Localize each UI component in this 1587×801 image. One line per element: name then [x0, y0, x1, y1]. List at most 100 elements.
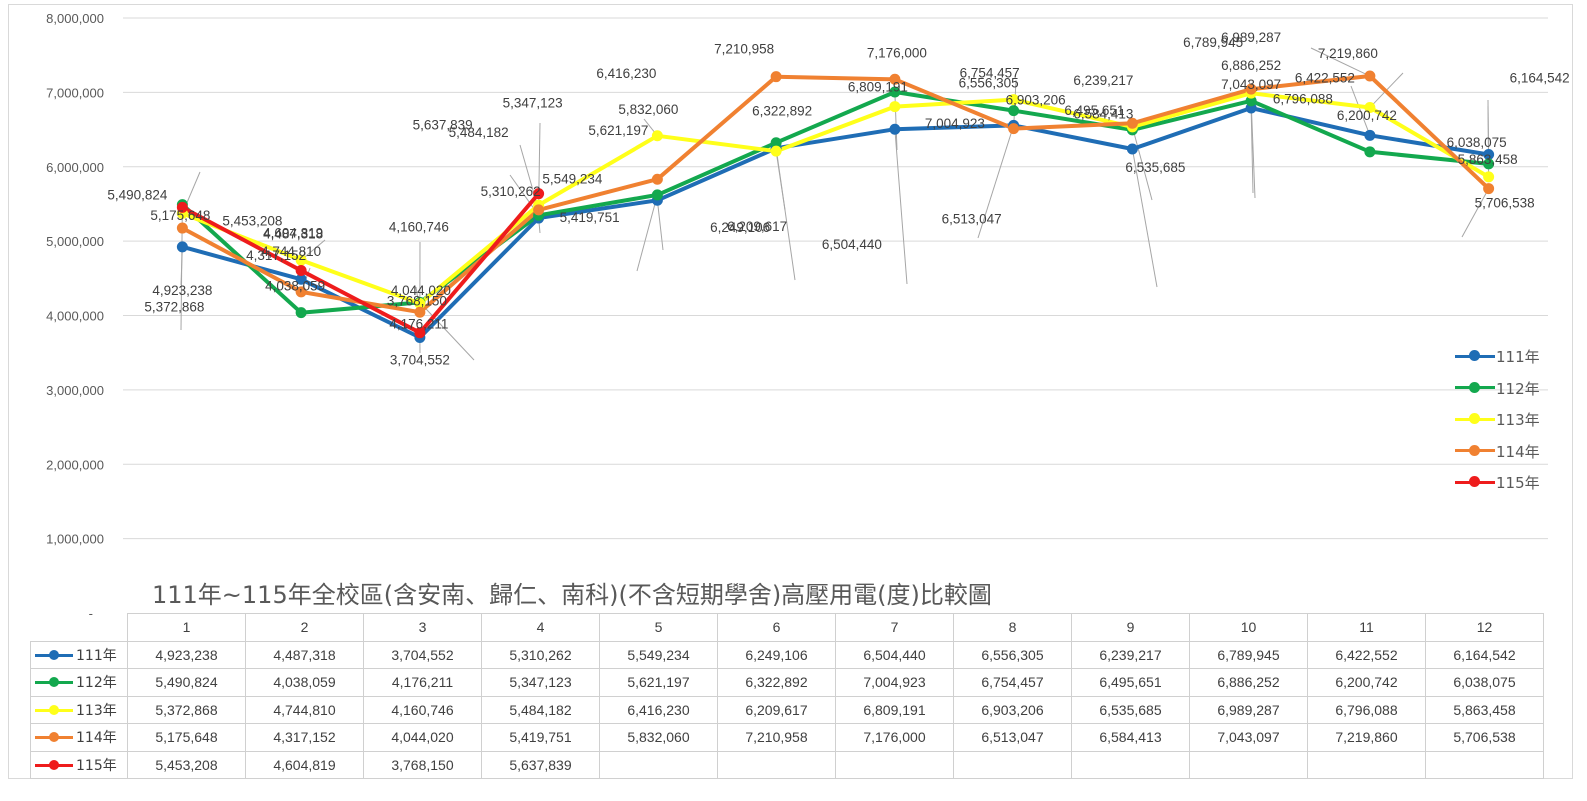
table-cell: 7,219,860 — [1307, 723, 1426, 752]
table-cell: 5,453,208 — [127, 750, 246, 779]
table-header-cell: 6 — [717, 613, 836, 642]
table-cell: 5,372,868 — [127, 695, 246, 724]
data-label: 4,317,152 — [246, 248, 306, 263]
table-series-name: 114年 — [76, 730, 117, 747]
data-label: 7,210,958 — [714, 42, 774, 57]
data-label: 6,513,047 — [942, 212, 1002, 227]
data-label: 5,453,208 — [222, 213, 282, 228]
y-tick-label: 6,000,000 — [46, 160, 104, 175]
y-tick-label: 8,000,000 — [46, 11, 104, 26]
series-key-marker — [35, 704, 73, 715]
data-point — [1364, 129, 1376, 141]
table-cell — [1425, 750, 1544, 779]
series-key-marker — [35, 677, 73, 688]
data-point — [295, 307, 307, 319]
data-label: 4,604,819 — [263, 226, 323, 241]
data-label: 5,490,824 — [107, 188, 168, 203]
data-label: 6,504,440 — [822, 237, 882, 252]
data-label: 6,416,230 — [596, 66, 656, 81]
table-header-row: 1 2 3 4 5 6 7 8 9 10 11 12 — [30, 613, 1544, 642]
leader-line — [656, 200, 664, 251]
table-header-cell: 2 — [245, 613, 364, 642]
data-label: 6,038,075 — [1447, 135, 1507, 150]
data-point — [1008, 105, 1020, 117]
y-tick-label: 2,000,000 — [46, 457, 104, 472]
table-cell: 5,549,234 — [599, 640, 718, 669]
data-label: 5,175,648 — [150, 208, 210, 223]
data-point — [1364, 70, 1376, 82]
table-cell: 7,176,000 — [835, 723, 954, 752]
data-label: 6,322,892 — [752, 104, 812, 119]
table-cell: 5,863,458 — [1425, 695, 1544, 724]
data-point — [1364, 146, 1376, 158]
table-cell: 6,322,892 — [717, 668, 836, 697]
leader-line — [1350, 85, 1371, 136]
data-label: 6,209,617 — [727, 219, 787, 234]
data-point — [770, 71, 782, 83]
legend-marker — [1455, 381, 1495, 394]
table-cell: 6,239,217 — [1071, 640, 1190, 669]
data-label: 6,556,305 — [959, 75, 1019, 90]
leader-line — [894, 129, 908, 285]
data-point — [1245, 83, 1257, 95]
table-header-cell: 5 — [599, 613, 718, 642]
table-header-cell: 9 — [1071, 613, 1190, 642]
table-cell: 5,347,123 — [481, 668, 600, 697]
table-series-name: 115年 — [76, 757, 117, 774]
data-point — [1483, 171, 1495, 183]
leader-line — [419, 302, 475, 361]
data-label: 6,584,413 — [1073, 106, 1133, 121]
table-cell — [835, 750, 954, 779]
data-label: 6,989,287 — [1221, 30, 1281, 45]
data-labels: 4,923,238 4,487,318 3,704,552 5,310,2625,54… — [107, 30, 1569, 367]
data-label: 6,535,685 — [1125, 160, 1185, 175]
table-cell: 6,513,047 — [953, 723, 1072, 752]
data-label: 5,372,868 — [144, 299, 204, 314]
legend-marker — [1455, 476, 1495, 488]
legend-label: 114年 — [1496, 442, 1540, 461]
data-point — [651, 130, 663, 142]
table-series-key: 115年 — [30, 750, 128, 779]
data-point — [889, 73, 901, 85]
table-row: 115年 5,453,208 4,604,819 3,768,150 5,637,839 — [30, 750, 1544, 779]
table-header-cell: 8 — [953, 613, 1072, 642]
legend-item: 111年 — [1455, 344, 1555, 376]
table-cell — [1189, 750, 1308, 779]
data-label: 4,176,211 — [389, 316, 448, 331]
data-label: 6,495,651 — [1064, 103, 1124, 118]
data-label: 5,706,538 — [1475, 196, 1535, 211]
data-label: 5,347,123 — [503, 95, 563, 110]
table-cell: 6,556,305 — [953, 640, 1072, 669]
data-label: 7,043,097 — [1221, 77, 1281, 92]
table-cell: 7,043,097 — [1189, 723, 1308, 752]
series-line-4 — [181, 74, 1490, 315]
table-cell: 4,604,819 — [245, 750, 364, 779]
table-header-cell: 10 — [1189, 613, 1308, 642]
data-point — [1364, 102, 1376, 114]
table-cell: 6,989,287 — [1189, 695, 1308, 724]
data-label: 6,422,552 — [1295, 70, 1355, 85]
data-point — [889, 123, 901, 135]
series-lines — [181, 74, 1490, 340]
table-cell: 7,004,923 — [835, 668, 954, 697]
data-point — [651, 189, 663, 201]
data-label: 6,249,106 — [710, 220, 770, 235]
data-label: 4,923,238 — [152, 283, 212, 298]
leader-line — [1131, 148, 1158, 288]
table-cell — [599, 750, 718, 779]
table-cell: 6,209,617 — [717, 695, 836, 724]
legend-marker — [1455, 444, 1495, 457]
data-label: 7,219,860 — [1318, 46, 1378, 61]
data-label: 4,044,020 — [391, 283, 451, 298]
legend-item: 115年 — [1455, 470, 1555, 502]
table-cell — [1071, 750, 1190, 779]
table-cell — [717, 750, 836, 779]
series-line-1 — [181, 106, 1489, 340]
table-cell — [953, 750, 1072, 779]
data-label: 6,809,191 — [848, 80, 908, 95]
data-label: 6,789,945 — [1183, 35, 1243, 50]
table-cell: 4,038,059 — [245, 668, 364, 697]
table-cell: 4,744,810 — [245, 695, 364, 724]
table-row: 114年 5,175,648 4,317,152 4,044,020 5,419,751… — [30, 723, 1544, 752]
data-point — [889, 86, 901, 98]
